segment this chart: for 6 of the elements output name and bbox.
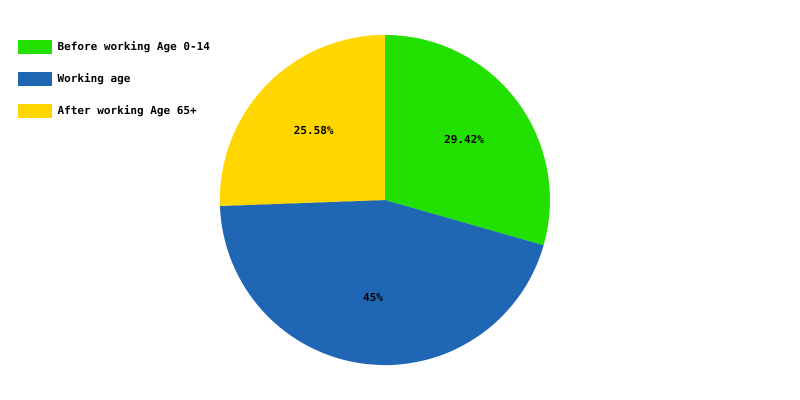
data-label: 29.42% bbox=[444, 133, 484, 146]
data-label: 25.58% bbox=[294, 124, 334, 138]
legend-label: Before working Age 0-14 bbox=[58, 40, 210, 53]
legend-label: Working age bbox=[58, 72, 131, 85]
data-label: 45% bbox=[363, 291, 384, 304]
legend-label: After working Age 65+ bbox=[58, 104, 197, 117]
